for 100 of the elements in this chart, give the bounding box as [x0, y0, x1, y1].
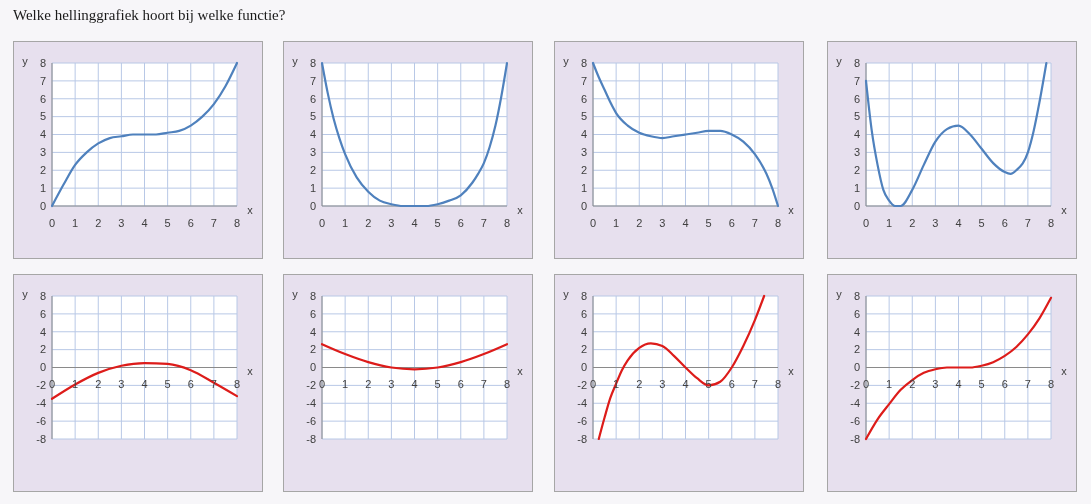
- x-tick-label: 7: [1024, 378, 1031, 391]
- y-tick-label: -2: [36, 379, 46, 392]
- y-tick-label: -2: [306, 379, 316, 392]
- x-tick-label: 8: [1047, 378, 1055, 391]
- y-tick-label: 3: [39, 146, 46, 159]
- y-tick-label: -4: [850, 397, 860, 410]
- x-tick-label: 5: [978, 216, 985, 229]
- y-tick-label: 0: [309, 361, 316, 374]
- y-axis-title: y: [563, 287, 570, 300]
- line-series: [50, 361, 239, 400]
- y-tick-label: 5: [580, 110, 587, 123]
- y-tick-label: 7: [309, 74, 316, 87]
- y-tick-label: -8: [850, 432, 860, 445]
- y-tick-label: 8: [580, 289, 587, 302]
- y-tick-label: 2: [309, 343, 316, 356]
- y-tick-label: 1: [39, 181, 46, 194]
- y-axis-title: y: [563, 54, 570, 67]
- y-tick-label: -4: [306, 397, 316, 410]
- y-tick-label: -6: [850, 414, 860, 427]
- x-tick-label: 2: [909, 378, 916, 391]
- x-axis-title: x: [1061, 203, 1068, 216]
- y-tick-label: 1: [853, 181, 860, 194]
- y-tick-label: 1: [309, 181, 316, 194]
- x-tick-label: 4: [411, 216, 418, 229]
- x-tick-label: 0: [318, 378, 326, 391]
- line-series: [320, 343, 509, 371]
- x-axis-title: x: [788, 365, 795, 378]
- y-tick-label: 6: [309, 92, 316, 105]
- y-tick-label: 4: [309, 128, 316, 141]
- x-tick-label: 6: [728, 378, 735, 391]
- y-tick-label: 3: [309, 146, 316, 159]
- x-tick-label: 2: [909, 216, 916, 229]
- x-tick-label: 5: [978, 378, 985, 391]
- x-tick-label: 0: [48, 216, 56, 229]
- x-tick-label: 3: [118, 216, 125, 229]
- x-tick-label: 7: [480, 378, 487, 391]
- y-tick-label: 8: [853, 56, 860, 69]
- x-tick-label: 2: [365, 378, 372, 391]
- y-tick-label: 2: [309, 164, 316, 177]
- y-tick-label: 0: [580, 199, 587, 212]
- y-tick-label: 4: [853, 325, 860, 338]
- x-tick-label: 8: [233, 378, 241, 391]
- y-tick-label: 2: [39, 164, 46, 177]
- y-tick-label: 8: [309, 56, 316, 69]
- x-tick-label: 4: [955, 378, 962, 391]
- x-tick-label: 2: [636, 378, 643, 391]
- x-tick-label: 4: [411, 378, 418, 391]
- x-tick-label: 8: [503, 378, 511, 391]
- x-tick-label: 6: [1001, 378, 1008, 391]
- x-tick-label: 2: [365, 216, 372, 229]
- y-tick-label: 4: [39, 128, 46, 141]
- x-tick-label: 0: [862, 216, 870, 229]
- y-tick-label: 3: [580, 146, 587, 159]
- y-tick-label: 0: [309, 199, 316, 212]
- x-tick-label: 7: [1024, 216, 1031, 229]
- x-tick-label: 4: [141, 216, 148, 229]
- x-tick-label: 3: [932, 378, 939, 391]
- x-tick-label: 6: [1001, 216, 1008, 229]
- x-axis-title: x: [247, 203, 254, 216]
- y-tick-label: 6: [580, 307, 587, 320]
- x-tick-label: 1: [886, 216, 893, 229]
- x-tick-label: 1: [342, 378, 349, 391]
- y-tick-label: 2: [853, 343, 860, 356]
- x-tick-label: 6: [187, 378, 194, 391]
- x-tick-label: 0: [589, 216, 597, 229]
- x-axis-title: x: [788, 203, 795, 216]
- y-tick-label: 7: [39, 74, 46, 87]
- y-tick-label: -6: [36, 414, 46, 427]
- x-tick-label: 0: [589, 378, 597, 391]
- x-tick-label: 4: [955, 216, 962, 229]
- x-tick-label: 4: [682, 378, 689, 391]
- text: Welke hellinggrafiek hoort bij welke functie?: [13, 7, 286, 23]
- y-tick-label: 6: [309, 307, 316, 320]
- x-tick-label: 8: [1047, 216, 1055, 229]
- x-tick-label: 0: [48, 378, 56, 391]
- y-tick-label: -4: [36, 397, 46, 410]
- y-tick-label: 4: [309, 325, 316, 338]
- y-axis-title: y: [22, 54, 29, 67]
- y-tick-label: 5: [39, 110, 46, 123]
- y-tick-label: 0: [39, 199, 46, 212]
- x-tick-label: 6: [728, 216, 735, 229]
- y-tick-label: 8: [309, 289, 316, 302]
- y-tick-label: 6: [580, 92, 587, 105]
- x-axis-title: x: [517, 365, 524, 378]
- y-tick-label: 8: [39, 56, 46, 69]
- x-tick-label: 0: [862, 378, 870, 391]
- y-tick-label: 4: [580, 325, 587, 338]
- y-tick-label: 8: [39, 289, 46, 302]
- y-tick-label: 6: [39, 307, 46, 320]
- x-tick-label: 3: [118, 378, 125, 391]
- x-tick-label: 1: [72, 216, 79, 229]
- y-tick-label: -2: [577, 379, 587, 392]
- y-tick-label: 0: [580, 361, 587, 374]
- x-tick-label: 5: [705, 378, 712, 391]
- x-tick-label: 2: [95, 216, 102, 229]
- x-tick-label: 7: [751, 216, 758, 229]
- y-tick-label: 0: [853, 361, 860, 374]
- y-tick-label: 4: [580, 128, 587, 141]
- y-tick-label: 4: [39, 325, 46, 338]
- y-axis-title: y: [836, 287, 843, 300]
